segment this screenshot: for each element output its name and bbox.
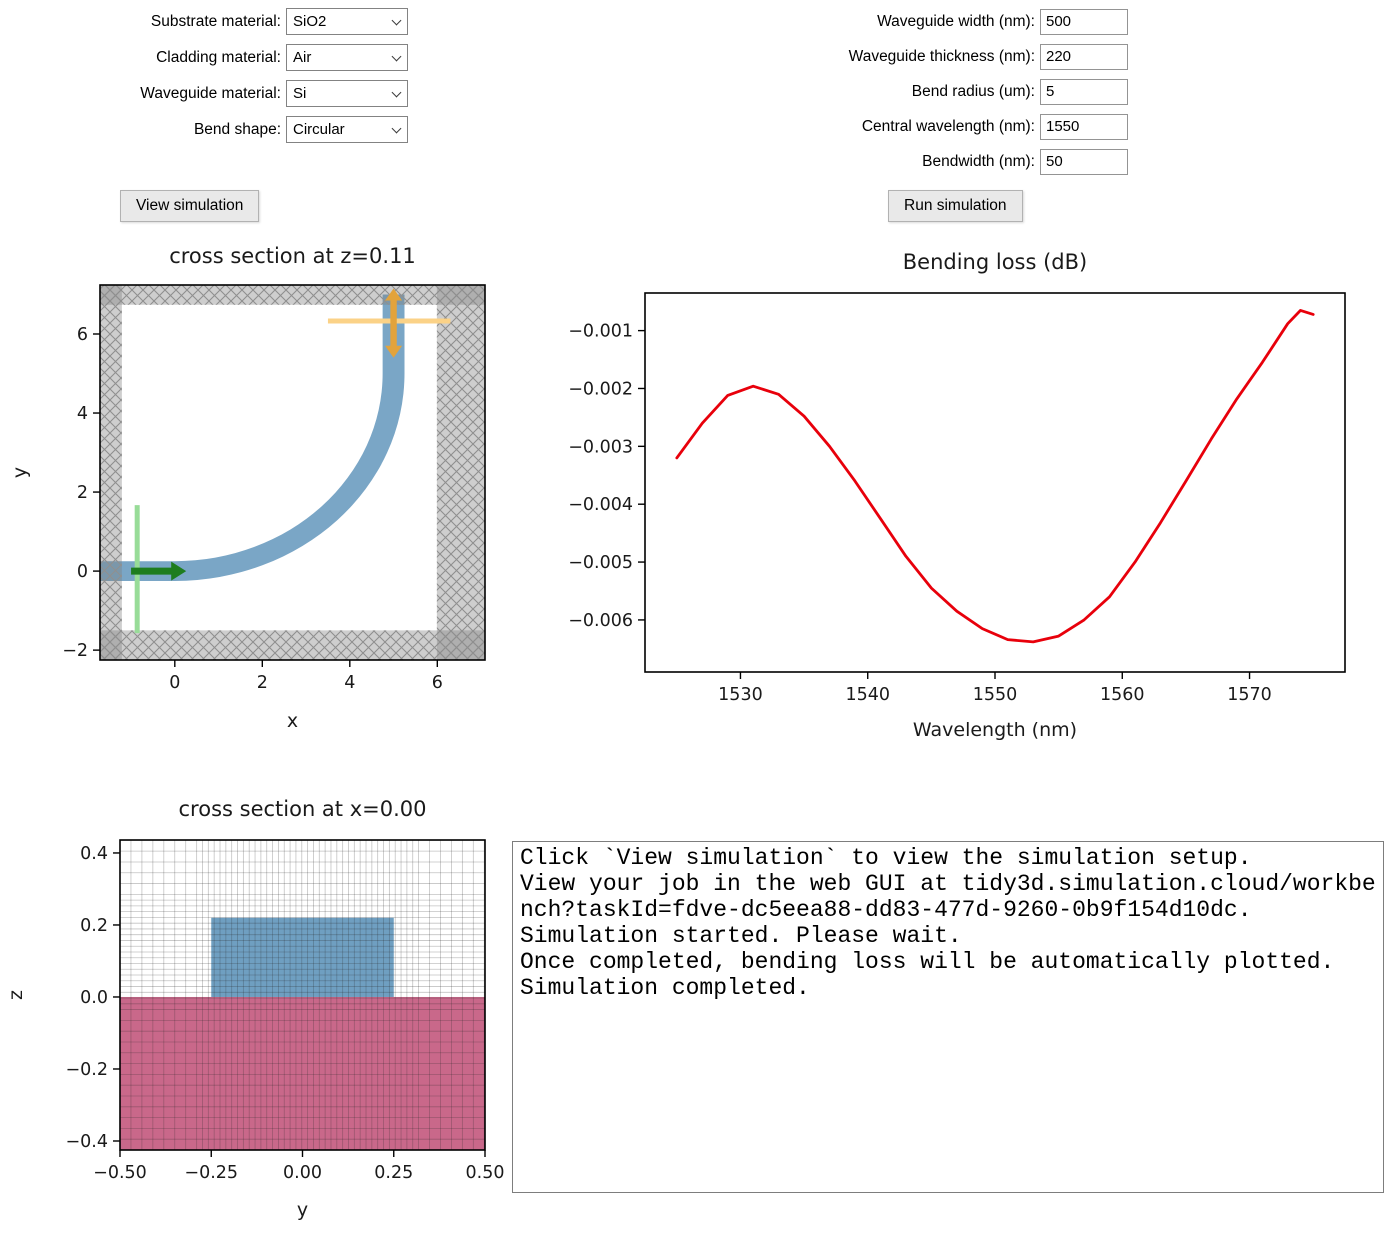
log-line: Simulation completed. [520, 975, 810, 1001]
x-tick-label: 6 [432, 673, 443, 693]
y-tick-label: −0.2 [66, 1060, 109, 1080]
plot-frame [99, 284, 486, 661]
x-tick-label: 0.25 [374, 1163, 413, 1183]
y-tick-label: −0.003 [568, 437, 633, 457]
x-tick-label: 2 [257, 673, 268, 693]
y-tick-label: 2 [77, 483, 88, 503]
mesh-grid [119, 839, 485, 1151]
log-line: nch?taskId=fdve-dc5eea88-dd83-477d-9260-… [520, 897, 1252, 923]
substrate-material-label: Substrate material: [150, 12, 281, 30]
geometry-form: Substrate material: SiO2 Cladding materi… [90, 8, 408, 152]
substrate-material-row: Substrate material: SiO2 [90, 8, 408, 35]
y-tick-label: 0.0 [80, 988, 108, 1008]
bendwidth-input[interactable] [1040, 148, 1128, 175]
log-line: Click `View simulation` to view the simu… [520, 845, 1252, 871]
monitor-double-arrow [385, 288, 403, 358]
y-tick-label: 0 [77, 562, 88, 582]
waveguide-width-label: Waveguide width (nm): [877, 12, 1035, 30]
waveguide-material-select[interactable]: Si [286, 80, 408, 107]
y-tick-label: −2 [62, 641, 88, 661]
y-tick-label: 4 [77, 404, 88, 424]
x-tick-label: 1530 [718, 685, 763, 705]
y-axis-label: y [9, 467, 31, 478]
bend-shape-row: Bend shape: Circular [90, 116, 408, 143]
plot-title: cross section at x=0.00 [179, 797, 427, 821]
plot-background [645, 293, 1345, 672]
waveguide-thickness-input[interactable] [1040, 43, 1128, 70]
waveguide-width-input[interactable] [1040, 8, 1128, 35]
x-tick-label: 1540 [845, 685, 890, 705]
bend-radius-input[interactable] [1040, 78, 1128, 105]
central-wavelength-input[interactable] [1040, 113, 1128, 140]
log-line: View your job in the web GUI at tidy3d.s… [520, 871, 1376, 897]
pml-left-hatch [100, 285, 122, 660]
y-axis-label: z [5, 990, 27, 1000]
cross-section-z-plot: 0 2 4 6 −2 0 2 4 6 cross section at z=0.11 x y [9, 244, 486, 732]
y-tick-label: −0.002 [568, 379, 633, 399]
waveguide-thickness-row: Waveguide thickness (nm): [744, 43, 1128, 70]
cross-section-x-plot: −0.50 −0.25 0.00 0.25 0.50 0.4 0.2 0.0 −0.2 −0.4 c… [5, 797, 505, 1221]
bending-loss-plot: 1530 1540 1550 1560 1570 −0.001 −0.002 −0.003 −0… [568, 250, 1346, 741]
x-axis-label: x [287, 710, 298, 732]
source-direction-arrow [131, 561, 187, 581]
view-simulation-button[interactable]: View simulation [120, 190, 260, 222]
waveguide-thickness-label: Waveguide thickness (nm): [848, 47, 1035, 65]
x-tick-label: −0.50 [93, 1163, 147, 1183]
bending-loss-curve [675, 309, 1315, 644]
x-tick-label: 1560 [1100, 685, 1145, 705]
waveguide-width-row: Waveguide width (nm): [744, 8, 1128, 35]
cladding-material-select-wrap: Air [286, 44, 408, 71]
y-tick-label: 0.2 [80, 916, 108, 936]
log-line: Once completed, bending loss will be aut… [520, 949, 1335, 975]
central-wavelength-label: Central wavelength (nm): [861, 117, 1035, 135]
substrate-material-select-wrap: SiO2 [286, 8, 408, 35]
x-tick-label: 0.50 [466, 1163, 505, 1183]
x-tick-label: 1570 [1227, 685, 1272, 705]
output-log: Click `View simulation` to view the simu… [512, 841, 1384, 1193]
pml-top-hatch [100, 285, 485, 305]
y-tick-label: −0.001 [568, 322, 633, 342]
waveguide-material-select-wrap: Si [286, 80, 408, 107]
bendwidth-row: Bendwidth (nm): [744, 148, 1128, 175]
waveguide-material-label: Waveguide material: [140, 84, 281, 102]
plot-title: cross section at z=0.11 [169, 244, 416, 268]
pml-right-hatch [436, 285, 485, 660]
cladding-material-label: Cladding material: [156, 48, 281, 66]
x-tick-label: 0.00 [283, 1163, 322, 1183]
x-tick-label: 1550 [973, 685, 1018, 705]
y-tick-label: 6 [77, 325, 88, 345]
substrate-region [120, 996, 485, 1150]
cladding-material-row: Cladding material: Air [90, 44, 408, 71]
plot-background [100, 285, 485, 660]
parameters-form: Waveguide width (nm): Waveguide thicknes… [744, 8, 1128, 183]
substrate-material-select[interactable]: SiO2 [286, 8, 408, 35]
waveguide-bend [100, 294, 405, 581]
bend-shape-select[interactable]: Circular [286, 116, 408, 143]
plot-title: Bending loss (dB) [903, 250, 1087, 274]
bendwidth-label: Bendwidth (nm): [922, 152, 1035, 170]
bend-shape-select-wrap: Circular [286, 116, 408, 143]
bend-radius-row: Bend radius (um): [744, 78, 1128, 105]
y-tick-label: −0.004 [568, 495, 633, 515]
y-tick-label: −0.4 [66, 1132, 109, 1152]
x-tick-label: −0.25 [184, 1163, 238, 1183]
x-tick-label: 0 [169, 673, 180, 693]
y-tick-label: 0.4 [80, 844, 108, 864]
pml-bottom-hatch [100, 630, 485, 660]
bend-radius-label: Bend radius (um): [911, 82, 1035, 100]
waveguide-material-row: Waveguide material: Si [90, 80, 408, 107]
run-simulation-button[interactable]: Run simulation [888, 190, 1023, 222]
log-line: Simulation started. Please wait. [520, 923, 962, 949]
x-tick-label: 4 [344, 673, 355, 693]
bend-shape-label: Bend shape: [193, 120, 281, 138]
central-wavelength-row: Central wavelength (nm): [744, 113, 1128, 140]
x-axis-label: Wavelength (nm) [913, 719, 1077, 741]
x-axis-label: y [297, 1199, 308, 1221]
y-tick-label: −0.006 [568, 611, 633, 631]
waveguide-core [211, 917, 394, 997]
y-tick-label: −0.005 [568, 553, 633, 573]
cladding-material-select[interactable]: Air [286, 44, 408, 71]
